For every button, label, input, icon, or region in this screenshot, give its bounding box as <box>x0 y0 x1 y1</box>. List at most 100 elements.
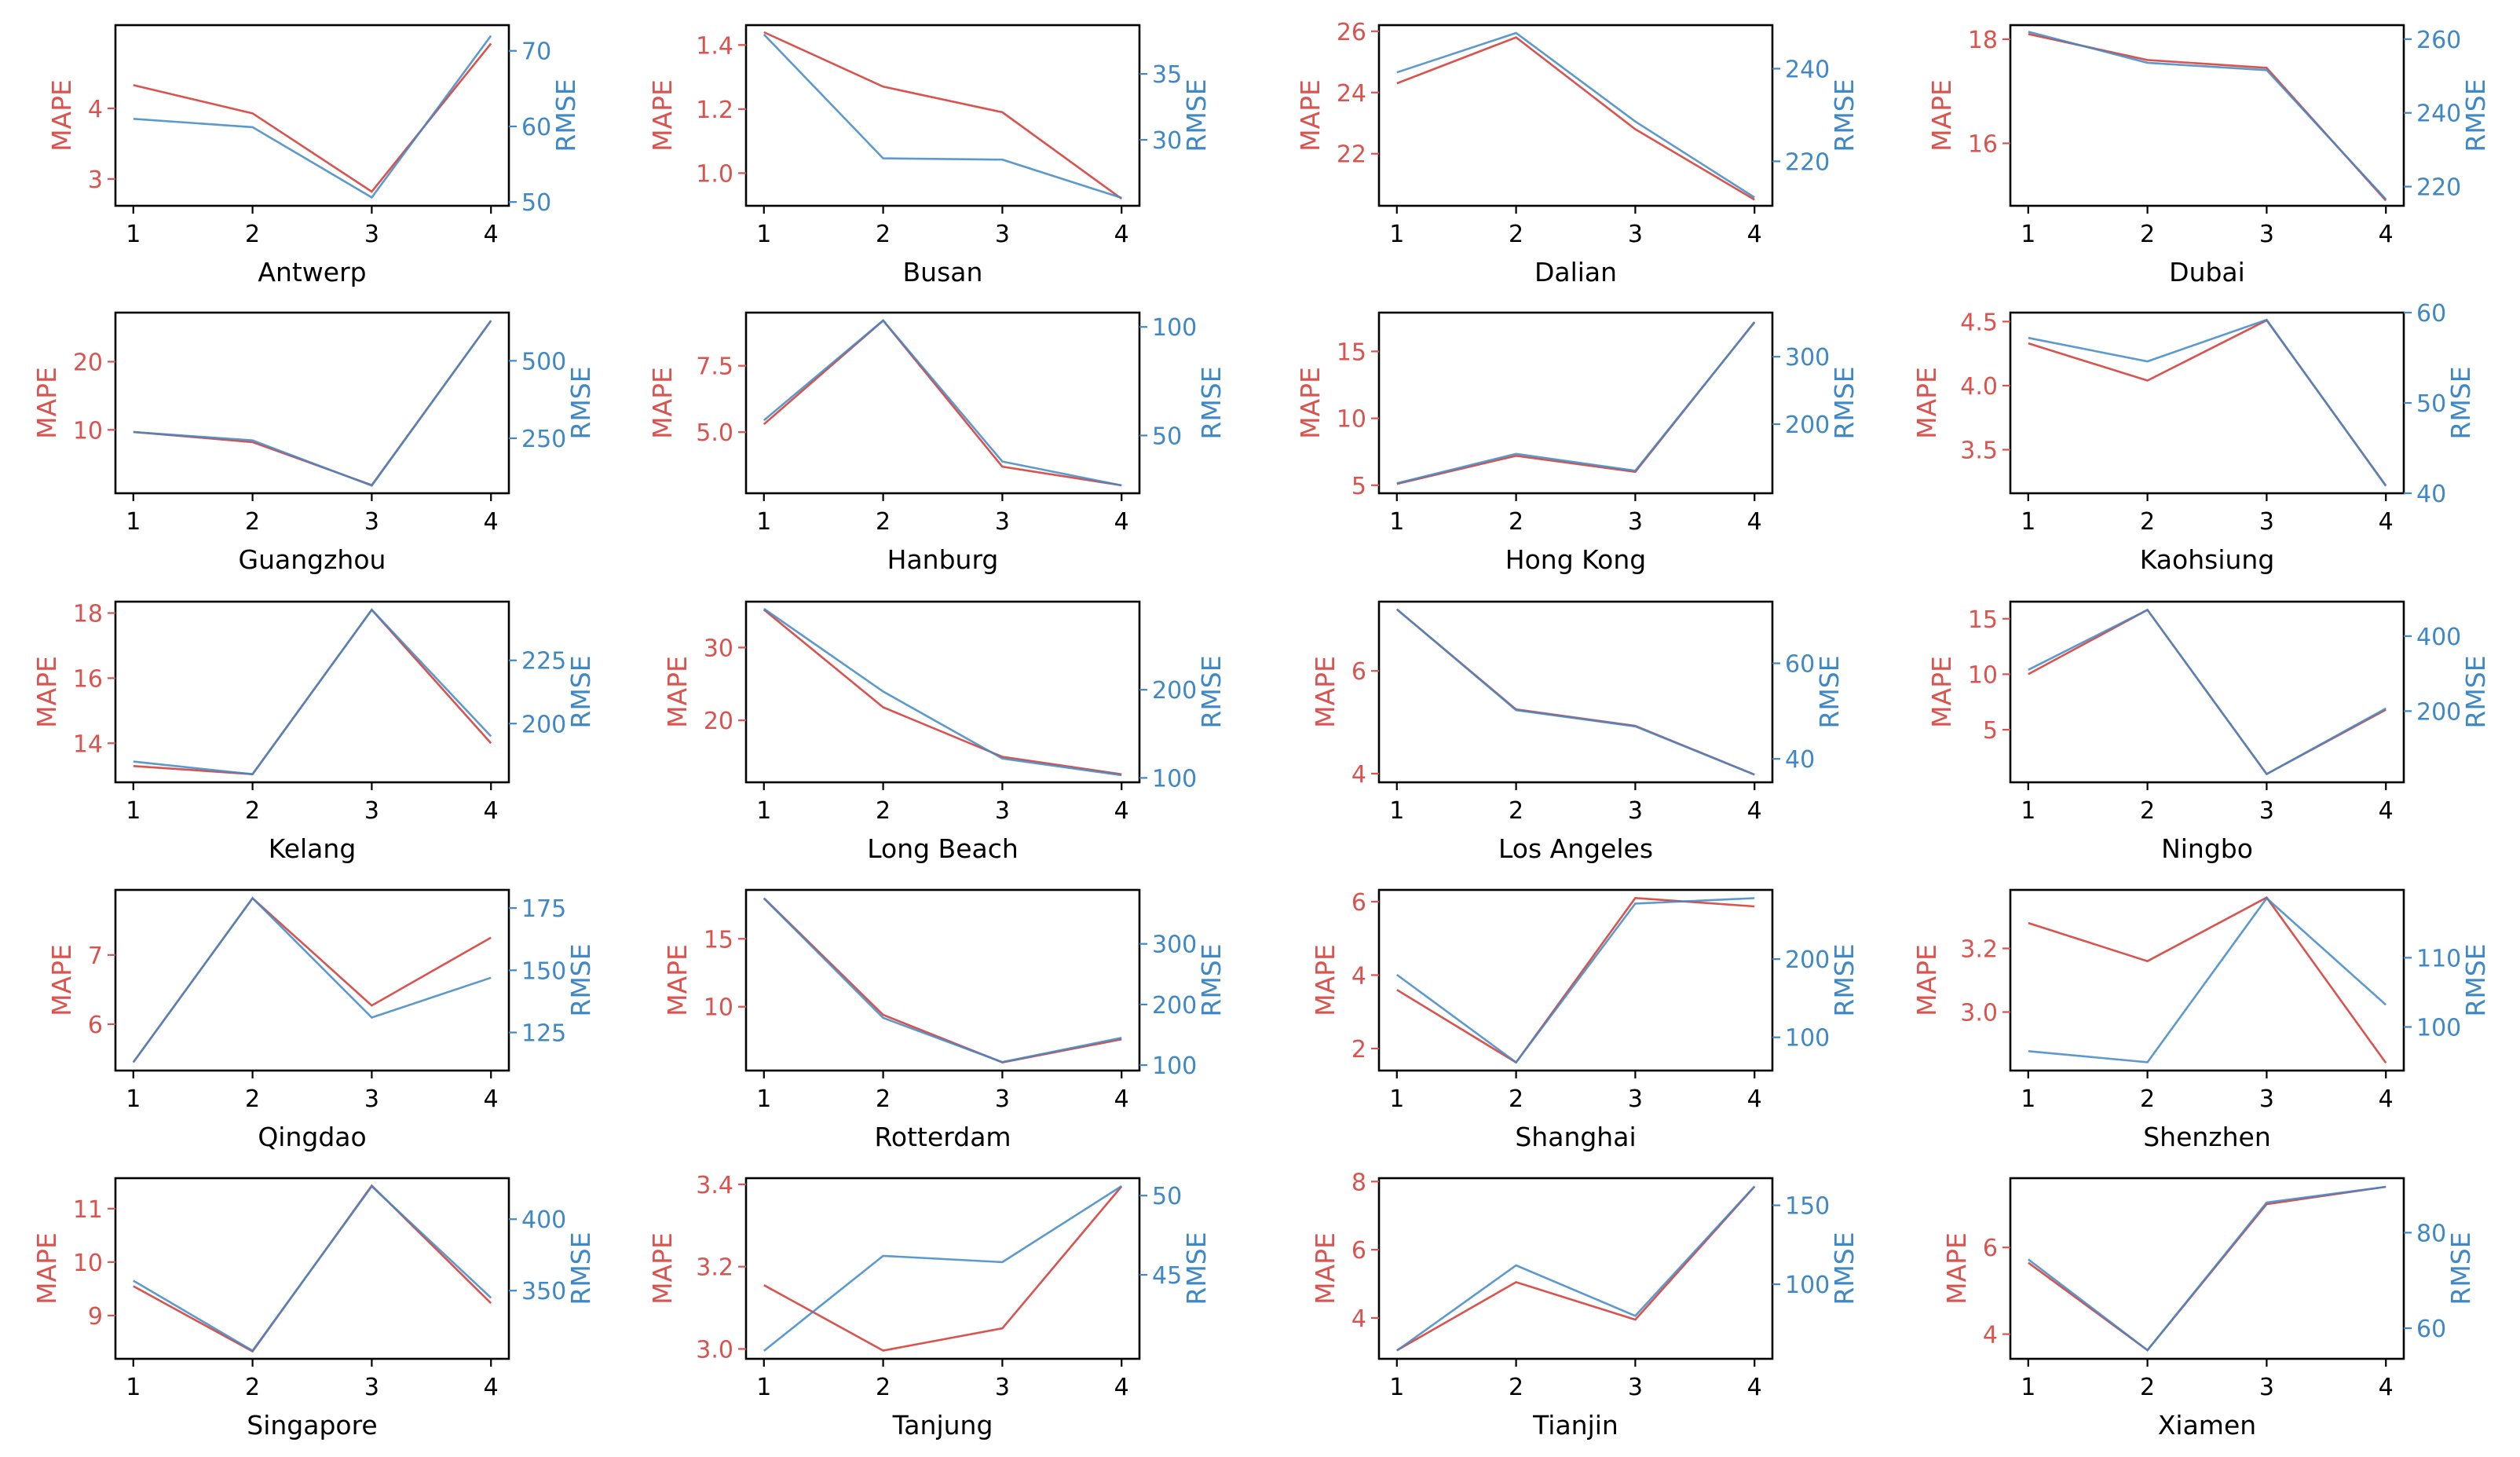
subplot-hanburg: 1 2 3 4 5.0 7.5 50 100 MAPE RMSE Hanburg <box>647 311 1227 575</box>
x-tick-label: 4 <box>1747 221 1762 248</box>
y-right-axis-label: RMSE <box>1829 79 1860 152</box>
y-right-axis-label: RMSE <box>565 366 596 439</box>
y-left-axis-label: MAPE <box>46 944 77 1016</box>
axes-frame <box>114 24 510 207</box>
y-left-axis-label: MAPE <box>647 1232 678 1305</box>
series-line-mape <box>2028 1185 2387 1352</box>
x-axis-label: Singapore <box>247 1410 377 1441</box>
x-tick-label: 3 <box>2259 1085 2274 1113</box>
y-left-tick-label: 9 <box>88 1303 103 1331</box>
axes-frame <box>2009 24 2405 207</box>
y-left-tick-label: 10 <box>73 417 103 445</box>
y-right-tick-label: 200 <box>2416 698 2461 726</box>
y-right-tick-label: 400 <box>521 1206 566 1234</box>
y-left-tick-label: 30 <box>704 635 733 662</box>
x-tick-label: 1 <box>756 1085 771 1113</box>
x-tick-label: 1 <box>1389 1085 1404 1113</box>
y-right-tick-label: 100 <box>2416 1014 2461 1041</box>
series-line-mape <box>763 897 1122 1063</box>
axes-frame <box>114 311 510 495</box>
y-left-axis-label: MAPE <box>46 79 77 152</box>
x-tick-label: 2 <box>876 221 891 248</box>
y-right-axis-label: RMSE <box>2460 943 2491 1016</box>
y-left-tick-label: 7 <box>88 943 103 970</box>
y-right-tick-label: 110 <box>2416 945 2461 972</box>
series-line-mape <box>763 609 1122 776</box>
series-line-rmse <box>1395 608 1755 776</box>
x-axis-label: Los Angeles <box>1498 833 1653 864</box>
y-right-tick-label: 100 <box>1152 765 1197 793</box>
x-tick-label: 2 <box>1509 1374 1523 1401</box>
y-left-tick-label: 16 <box>73 665 103 693</box>
series-line-rmse <box>1396 31 1755 199</box>
series-line-mape <box>133 320 492 487</box>
y-right-tick-label: 50 <box>1152 1183 1182 1210</box>
x-tick-label: 3 <box>364 221 379 248</box>
series-line-mape <box>2028 33 2387 202</box>
axes-frame <box>114 1177 510 1360</box>
y-left-axis-label: MAPE <box>647 367 678 439</box>
y-right-axis-label: RMSE <box>2445 366 2476 439</box>
y-left-axis-label: MAPE <box>31 367 62 439</box>
x-tick-label: 1 <box>126 1085 141 1113</box>
series-line-rmse <box>2028 318 2387 487</box>
y-left-axis-label: MAPE <box>647 79 678 152</box>
x-tick-label: 3 <box>364 797 379 825</box>
y-left-tick-label: 4 <box>1983 1322 1998 1349</box>
x-axis-label: Dalian <box>1534 257 1617 287</box>
y-right-tick-label: 50 <box>1152 423 1182 450</box>
x-tick-label: 4 <box>1747 797 1762 825</box>
y-left-axis-label: MAPE <box>1911 367 1942 439</box>
y-left-tick-label: 20 <box>704 708 733 735</box>
y-right-tick-label: 80 <box>2416 1220 2446 1247</box>
x-axis-label: Tianjin <box>1532 1410 1618 1441</box>
x-tick-label: 3 <box>995 1374 1010 1401</box>
x-tick-label: 3 <box>1628 1374 1643 1401</box>
x-tick-label: 1 <box>2021 1085 2035 1113</box>
y-left-tick-label: 4.5 <box>1960 309 1998 336</box>
y-left-tick-label: 4 <box>1351 1305 1366 1333</box>
y-right-tick-label: 220 <box>1785 148 1830 176</box>
y-right-axis-label: RMSE <box>2445 1232 2476 1305</box>
axes-frame <box>2009 1177 2405 1360</box>
y-right-tick-label: 60 <box>2416 300 2446 328</box>
x-tick-label: 1 <box>756 508 771 536</box>
y-right-tick-label: 250 <box>521 426 566 453</box>
y-right-axis-label: RMSE <box>1196 655 1227 728</box>
y-left-tick-label: 15 <box>1337 339 1366 366</box>
axes-frame <box>744 311 1141 495</box>
axes-frame <box>744 600 1141 784</box>
x-tick-label: 1 <box>756 1374 771 1401</box>
y-right-tick-label: 150 <box>521 957 566 985</box>
x-tick-label: 2 <box>2140 1085 2155 1113</box>
y-left-axis-label: MAPE <box>1310 944 1340 1016</box>
subplot-los-angeles: 1 2 3 4 4 6 40 60 MAPE RMSE Los Angeles <box>1310 600 1845 864</box>
x-tick-label: 1 <box>2021 1374 2035 1401</box>
y-left-tick-label: 20 <box>73 349 103 376</box>
axes-frame <box>1377 1177 1774 1360</box>
x-axis-label: Kelang <box>269 833 357 864</box>
subplot-ningbo: 1 2 3 4 5 10 15 200 400 MAPE RMSE Ningbo <box>1926 600 2491 864</box>
y-left-tick-label: 18 <box>73 601 103 628</box>
series-line-rmse <box>2028 608 2387 776</box>
series-line-rmse <box>763 607 1122 777</box>
x-tick-label: 1 <box>1389 508 1404 536</box>
y-right-tick-label: 60 <box>521 114 551 141</box>
axes-frame <box>744 888 1141 1072</box>
x-tick-label: 4 <box>1114 797 1129 825</box>
x-tick-label: 4 <box>484 508 499 536</box>
x-tick-label: 4 <box>2379 221 2394 248</box>
y-left-tick-label: 3.5 <box>1960 437 1998 465</box>
x-tick-label: 2 <box>2140 797 2155 825</box>
y-right-tick-label: 125 <box>521 1020 566 1048</box>
series-line-mape <box>2028 319 2387 486</box>
subplot-dubai: 1 2 3 4 16 18 220 240 260 MAPE RMSE Dubai <box>1926 24 2491 287</box>
y-right-tick-label: 40 <box>2416 481 2446 508</box>
y-right-axis-label: RMSE <box>1829 943 1860 1016</box>
subplot-xiamen: 1 2 3 4 4 6 60 80 MAPE RMSE Xiamen <box>1941 1177 2476 1441</box>
x-axis-label: Guangzhou <box>239 544 386 575</box>
y-left-axis-label: MAPE <box>1911 944 1942 1016</box>
y-right-axis-label: RMSE <box>1829 1232 1860 1305</box>
y-right-tick-label: 300 <box>1152 932 1197 959</box>
